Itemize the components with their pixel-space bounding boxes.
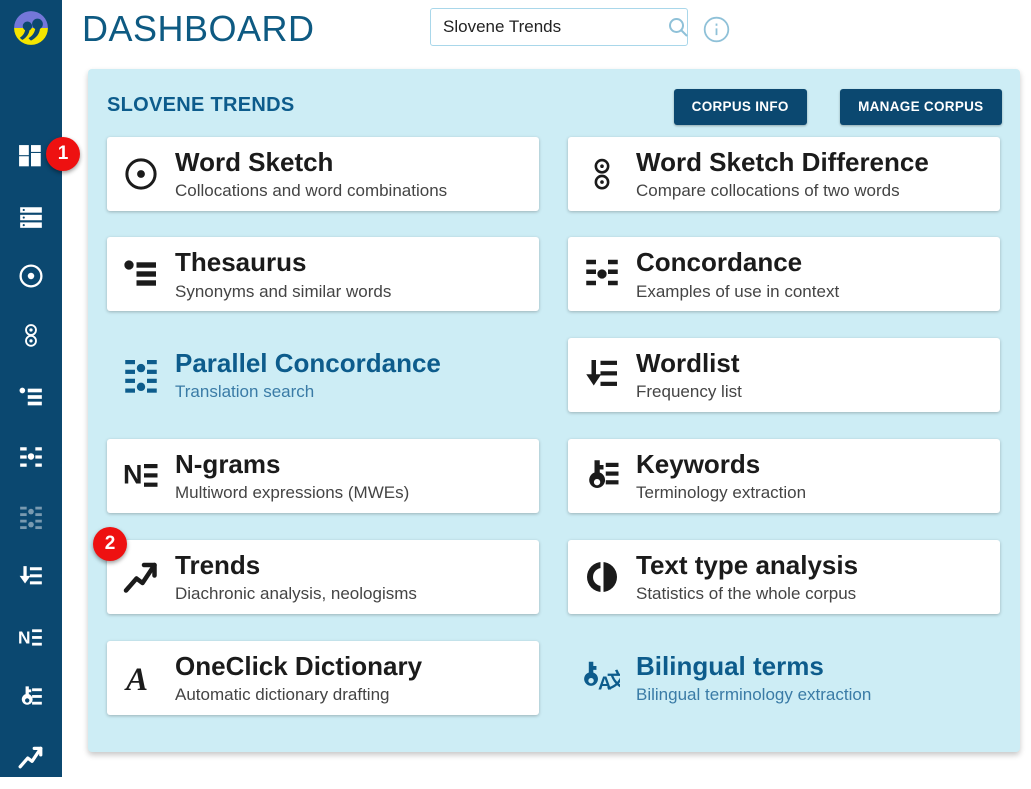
svg-text:A: A [124,662,148,697]
svg-text:文: 文 [607,668,620,692]
svg-text:N: N [123,460,143,490]
svg-text:N: N [18,627,31,647]
